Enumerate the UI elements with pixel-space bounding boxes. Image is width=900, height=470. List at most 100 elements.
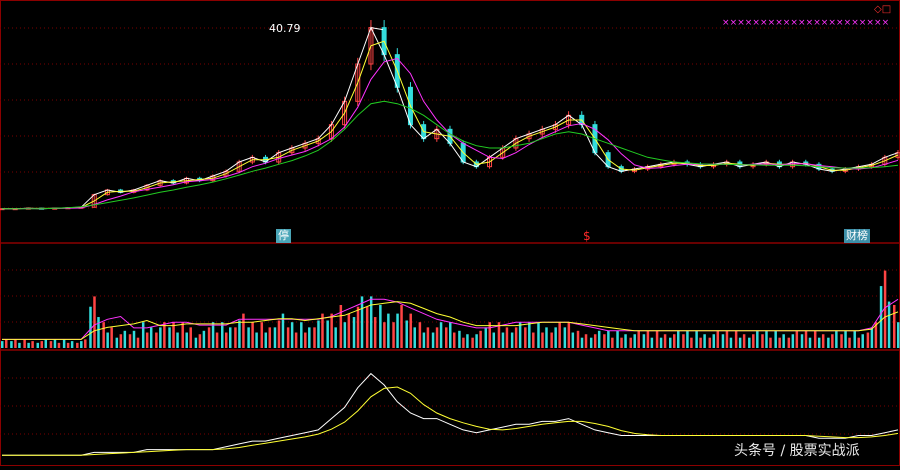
volume-bar (36, 342, 40, 348)
volume-bar (198, 334, 202, 348)
volume-bar (840, 334, 843, 348)
volume-bar (458, 330, 461, 348)
volume-bar (524, 327, 527, 348)
volume-bar (225, 332, 228, 348)
volume-bar (57, 342, 61, 348)
volume-bar (879, 286, 883, 348)
signal-mark: × (866, 18, 874, 28)
volume-bar (677, 330, 680, 348)
financial-report-marker[interactable]: 财榜 (844, 229, 870, 243)
volume-bar (10, 341, 13, 348)
diamond-window-icon[interactable]: ◇□ (874, 4, 892, 15)
volume-bar (89, 306, 92, 348)
volume-bar (255, 332, 258, 348)
volume-bar (659, 337, 663, 348)
signal-mark: × (806, 18, 814, 28)
volume-bar (624, 334, 627, 348)
volume-bar (211, 322, 215, 348)
volume-bar (334, 327, 337, 348)
volume-bar (774, 330, 777, 348)
volume-bar (475, 334, 478, 348)
dividend-marker[interactable]: $ (583, 229, 591, 243)
volume-bar (128, 334, 132, 348)
volume-bar (84, 339, 87, 348)
volume-bar (655, 330, 659, 348)
volume-bar (234, 327, 237, 348)
volume-bar (379, 305, 382, 348)
volume-bar (365, 306, 369, 348)
volume-bar (383, 322, 386, 348)
peak-price-label: 40.79 (269, 22, 301, 35)
volume-bar (308, 327, 311, 348)
volume-bar (501, 332, 505, 348)
indicator-line-yellow (2, 386, 899, 456)
volume-bar (699, 337, 702, 348)
volume-bar (431, 332, 435, 348)
volume-bar (725, 330, 729, 348)
volume-bar (409, 313, 412, 348)
volume-bar (181, 322, 184, 348)
volume-bar (326, 320, 329, 348)
suspension-marker[interactable]: 停 (276, 229, 291, 243)
volume-bar (769, 337, 772, 348)
signal-mark: × (737, 18, 745, 28)
volume-bar (804, 330, 808, 348)
volume-bar (352, 317, 356, 348)
volume-bar (686, 330, 689, 348)
volume-bar (558, 322, 561, 348)
volume-bar (567, 322, 571, 348)
candle-body (895, 152, 900, 158)
volume-bar (800, 334, 804, 348)
signal-mark: × (752, 18, 760, 28)
volume-bar (49, 341, 53, 348)
volume-bar (462, 337, 465, 348)
signal-mark: × (730, 18, 738, 28)
volume-bar (405, 320, 408, 348)
volume-bar (821, 334, 825, 348)
volume-bar (27, 342, 30, 348)
volume-bar (286, 327, 290, 348)
signal-mark: × (745, 18, 753, 28)
volume-bar (300, 322, 303, 348)
volume-bar (752, 334, 755, 348)
signal-mark: × (760, 18, 768, 28)
volume-bar (721, 334, 725, 348)
volume-bar (817, 337, 821, 348)
volume-bar (115, 337, 119, 348)
volume-bar (418, 322, 422, 348)
volume-bar (471, 337, 474, 348)
volume-bar (396, 313, 399, 348)
volume-bar (18, 342, 21, 348)
volume-bar (761, 334, 764, 348)
volume-bar (339, 305, 343, 348)
signal-mark: × (844, 18, 852, 28)
volume-bar (194, 337, 198, 348)
volume-bar (189, 327, 192, 348)
volume-bar (571, 332, 575, 348)
volume-bar (514, 327, 518, 348)
volume-bar (5, 339, 8, 348)
volume-bar (330, 313, 333, 348)
signal-mark: × (798, 18, 806, 28)
volume-bar (870, 327, 874, 348)
volume-bar (748, 337, 751, 348)
signal-mark: × (783, 18, 791, 28)
volume-bar (40, 341, 44, 348)
volume-bar (479, 330, 482, 348)
volume-bar (650, 337, 654, 348)
volume-bar (277, 320, 281, 348)
volume-bar (392, 322, 395, 348)
volume-bar (827, 337, 830, 348)
volume-bar (426, 327, 430, 348)
volume-bar (168, 327, 171, 348)
volume-bar (853, 330, 856, 348)
volume-bar (435, 327, 439, 348)
volume-bar (554, 327, 557, 348)
volume-bar (607, 330, 610, 348)
volume-bar (620, 337, 623, 348)
volume-bar (102, 322, 105, 348)
volume-bar (281, 313, 285, 348)
volume-bar (703, 334, 706, 348)
